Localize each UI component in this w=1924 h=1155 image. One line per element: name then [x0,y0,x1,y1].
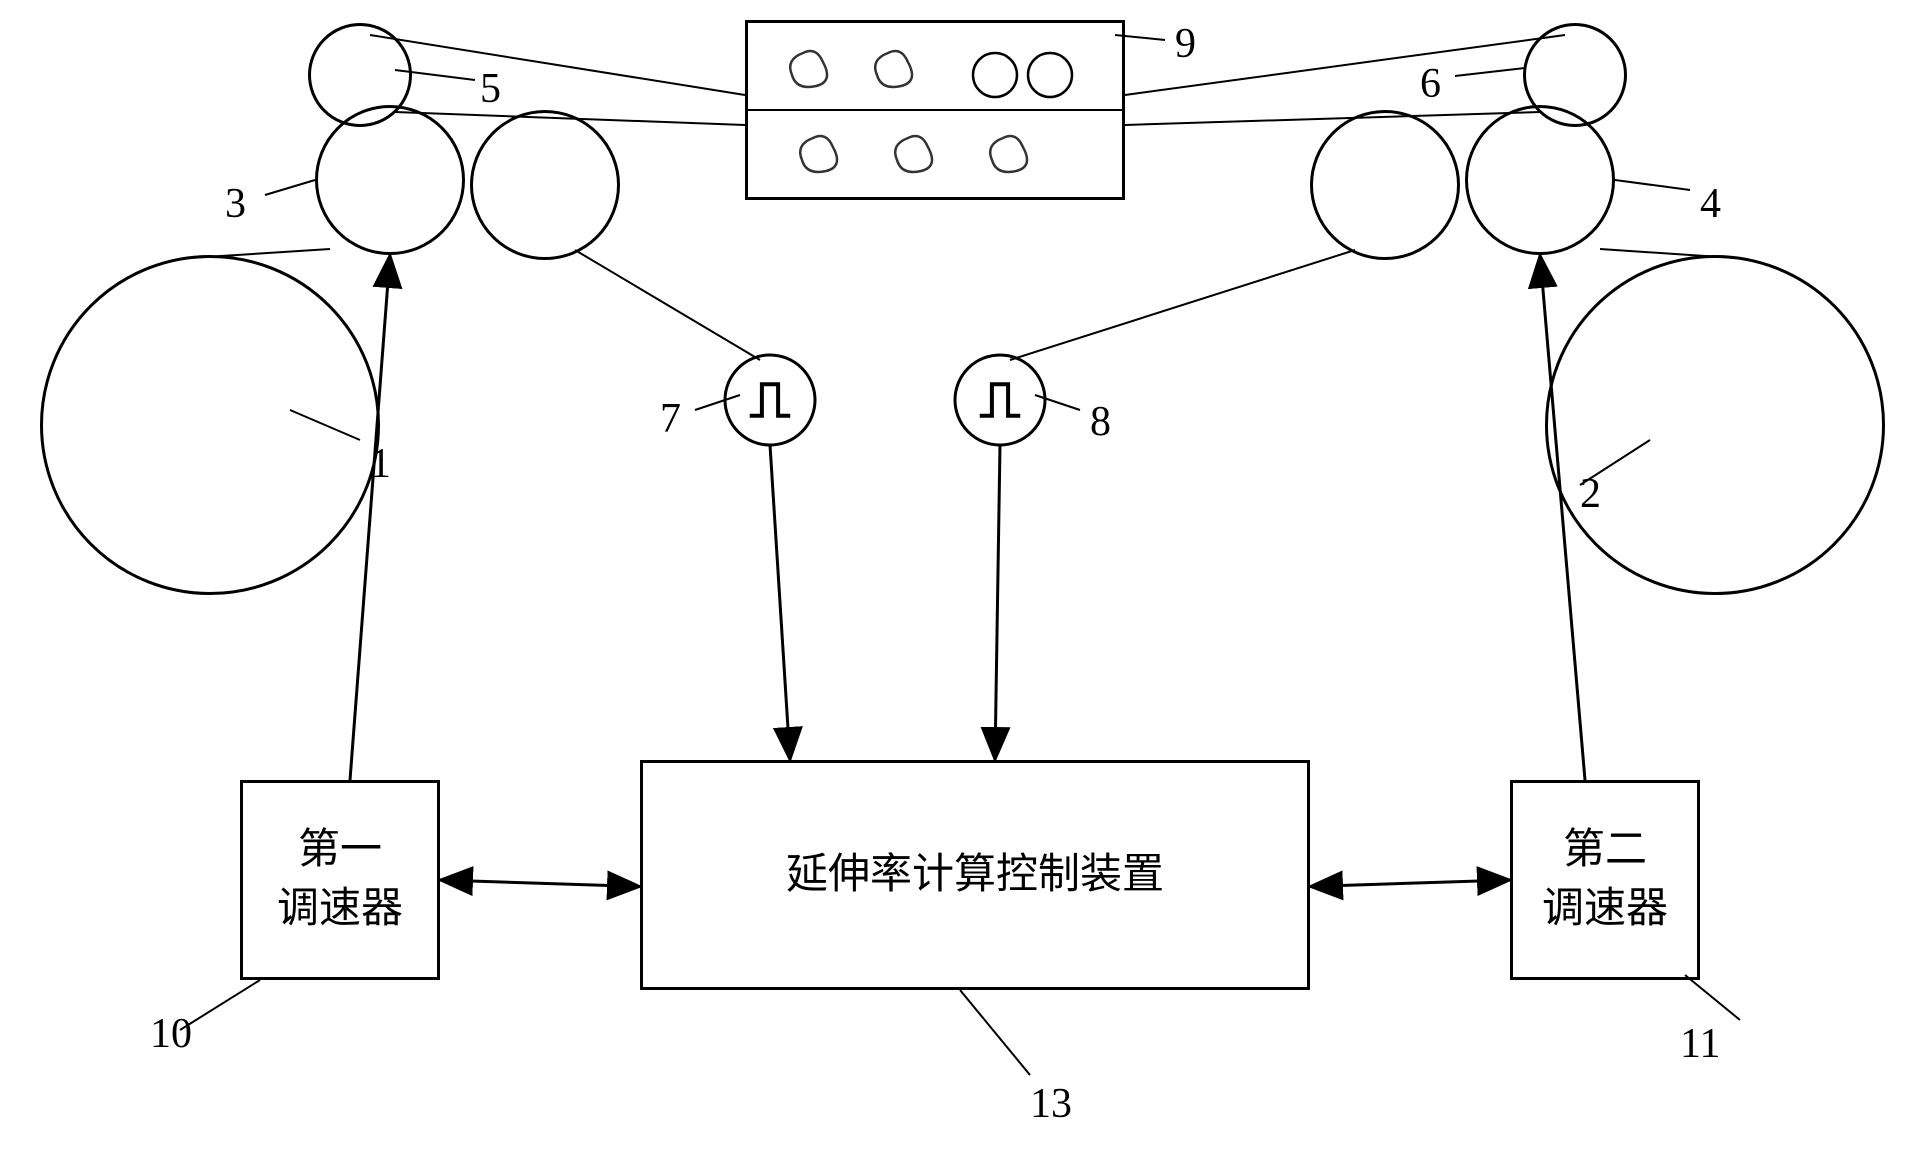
label-2: 2 [1580,470,1601,518]
label-5: 5 [480,65,501,113]
label-1: 1 [370,440,391,488]
label-6: 6 [1420,60,1441,108]
reel-left [40,255,380,595]
speed1-line2: 调速器 [277,880,403,939]
speed1-line1: 第一 [277,821,403,880]
speed-controller-2-box: 第二 调速器 [1510,780,1700,980]
label-9: 9 [1175,20,1196,68]
diagram-canvas: 第一 调速器 第二 调速器 延伸率计算控制装置 1 2 3 4 5 6 [0,0,1924,1155]
reel-right [1545,255,1885,595]
label-10: 10 [150,1010,192,1058]
label-8: 8 [1090,398,1111,446]
roller-right-big2 [1310,110,1460,260]
speed-controller-1-box: 第一 调速器 [240,780,440,980]
roller-left-big [315,105,465,255]
label-7: 7 [660,395,681,443]
speed2-line2: 调速器 [1542,880,1668,939]
roller-right-big [1465,105,1615,255]
controller-box: 延伸率计算控制装置 [640,760,1310,990]
roller-left-small [308,23,412,127]
controller-text: 延伸率计算控制装置 [786,846,1164,905]
label-13: 13 [1030,1080,1072,1128]
speed2-line1: 第二 [1542,821,1668,880]
label-11: 11 [1680,1020,1720,1068]
label-4: 4 [1700,180,1721,228]
heater-box [745,20,1125,200]
roller-left-big2 [470,110,620,260]
label-3: 3 [225,180,246,228]
roller-right-small [1523,23,1627,127]
